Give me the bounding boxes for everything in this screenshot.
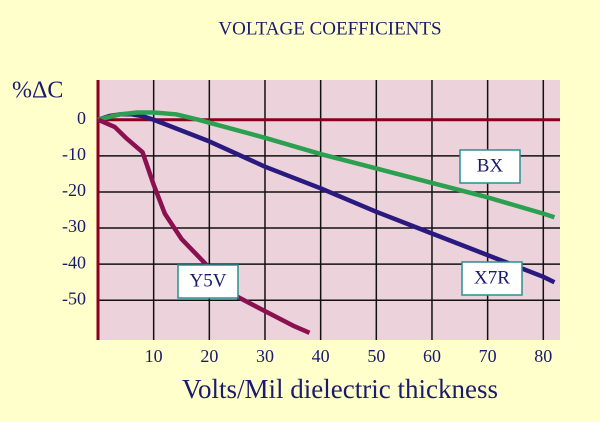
x-tick-label: 20 <box>200 346 218 366</box>
plot-area <box>98 80 560 340</box>
series-label-box <box>459 149 521 184</box>
y-tick-label: -40 <box>62 252 86 272</box>
line-series <box>97 117 311 335</box>
x-tick-label: 70 <box>479 346 497 366</box>
x-tick-label: 50 <box>367 346 385 366</box>
y-axis-label: %ΔC <box>12 78 63 104</box>
series-label-box <box>177 264 239 299</box>
series-label: Y5V <box>190 270 227 291</box>
line-series <box>97 110 556 220</box>
x-tick-label: 40 <box>312 346 330 366</box>
y-tick-label: -50 <box>62 288 86 308</box>
x-tick-label: 10 <box>145 346 163 366</box>
series-label: BX <box>477 155 504 176</box>
y-tick-label: 0 <box>77 108 86 128</box>
x-tick-label: 60 <box>423 346 441 366</box>
y-tick-label: -30 <box>62 216 86 236</box>
x-axis-label: Volts/Mil dielectric thickness <box>182 374 498 404</box>
y-tick-label: -10 <box>62 144 86 164</box>
chart-title: VOLTAGE COEFFICIENTS <box>218 18 441 39</box>
x-tick-label: 80 <box>534 346 552 366</box>
x-tick-label: 30 <box>256 346 274 366</box>
series-label-box <box>461 261 523 296</box>
series-label: X7R <box>474 267 510 288</box>
y-tick-label: -20 <box>62 180 86 200</box>
